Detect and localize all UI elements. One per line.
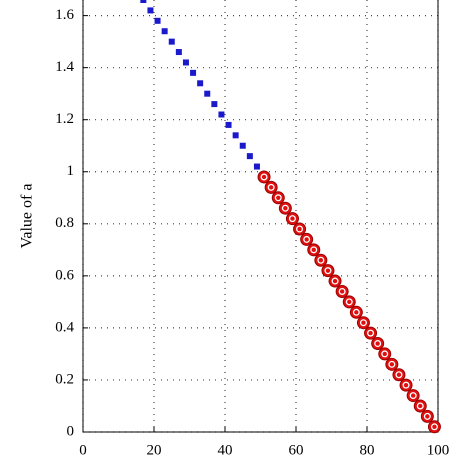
y-tick-label: 1.4 [55,59,74,75]
point [413,399,427,413]
point [232,132,239,139]
point [278,201,292,215]
point [175,49,182,56]
point [342,295,356,309]
point [246,153,253,160]
point [420,409,434,423]
x-tick-label: 0 [79,442,87,458]
y-tick-label: 1.6 [55,7,74,23]
point [314,253,328,267]
point [161,28,168,35]
point [154,17,161,24]
point [264,180,278,194]
point [356,316,370,330]
plot-frame [82,0,439,433]
point [239,142,246,149]
point [285,212,299,226]
point [321,264,335,278]
point [218,111,225,118]
point [335,284,349,298]
point [140,0,147,3]
point [399,378,413,392]
y-tick-label: 1.2 [55,111,74,127]
x-tick-label: 80 [360,442,375,458]
x-tick-label: 40 [218,442,233,458]
point [349,305,363,319]
point [307,243,321,257]
point [328,274,342,288]
x-tick-label: 60 [289,442,304,458]
point [204,90,211,97]
point [427,420,441,434]
point [168,38,175,45]
y-tick-label: 0.4 [55,319,74,335]
point [211,101,218,108]
x-tick-label: 20 [147,442,162,458]
y-tick-label: 0.8 [55,215,74,231]
point [406,389,420,403]
point [147,7,154,14]
point [293,222,307,236]
point [300,232,314,246]
y-tick-label: 0.6 [55,267,74,283]
point [271,191,285,205]
point [182,59,189,66]
point [197,80,204,87]
point [371,337,385,351]
y-tick-label: 0 [67,423,75,439]
y-axis-label: Value of a [19,184,36,249]
y-tick-label: 0.2 [55,371,74,387]
point [385,357,399,371]
x-tick-label: 100 [427,442,450,458]
point [392,368,406,382]
point [364,326,378,340]
point [257,170,271,184]
point [253,163,260,170]
y-tick-label: 1 [67,163,75,179]
point [225,121,232,128]
point [190,69,197,76]
point [378,347,392,361]
